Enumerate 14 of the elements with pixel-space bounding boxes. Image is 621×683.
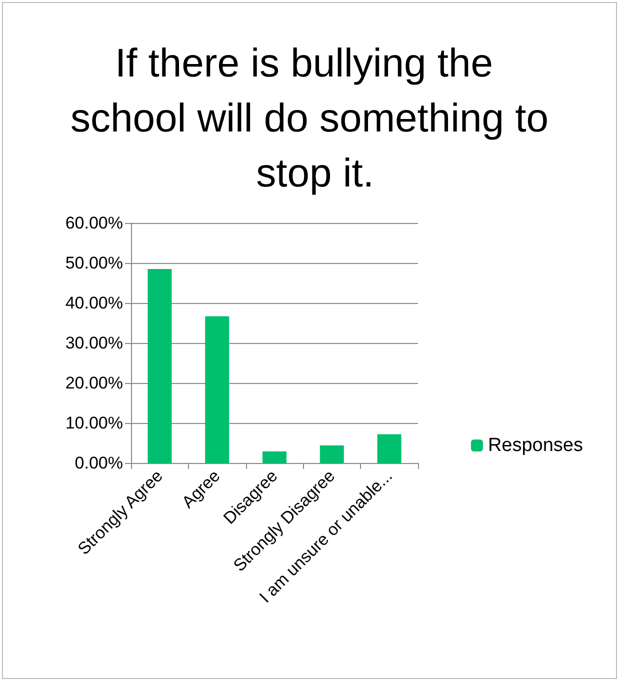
y-tick-label: 10.00% xyxy=(65,414,123,432)
y-tick-label: 40.00% xyxy=(65,294,123,312)
bar xyxy=(205,316,230,463)
y-tick-label: 30.00% xyxy=(65,334,123,352)
y-tick-label: 20.00% xyxy=(65,374,123,392)
bar xyxy=(320,445,344,463)
chart-title: If there is bullying the school will do something to stop it. xyxy=(70,42,549,196)
legend-label: Responses xyxy=(488,435,584,456)
bar xyxy=(148,269,172,463)
y-tick-label: 60.00% xyxy=(65,214,123,232)
y-tick-label: 0.00% xyxy=(74,454,123,472)
y-tick-label: 50.00% xyxy=(65,254,123,272)
bar xyxy=(377,434,402,463)
bar xyxy=(262,451,286,463)
